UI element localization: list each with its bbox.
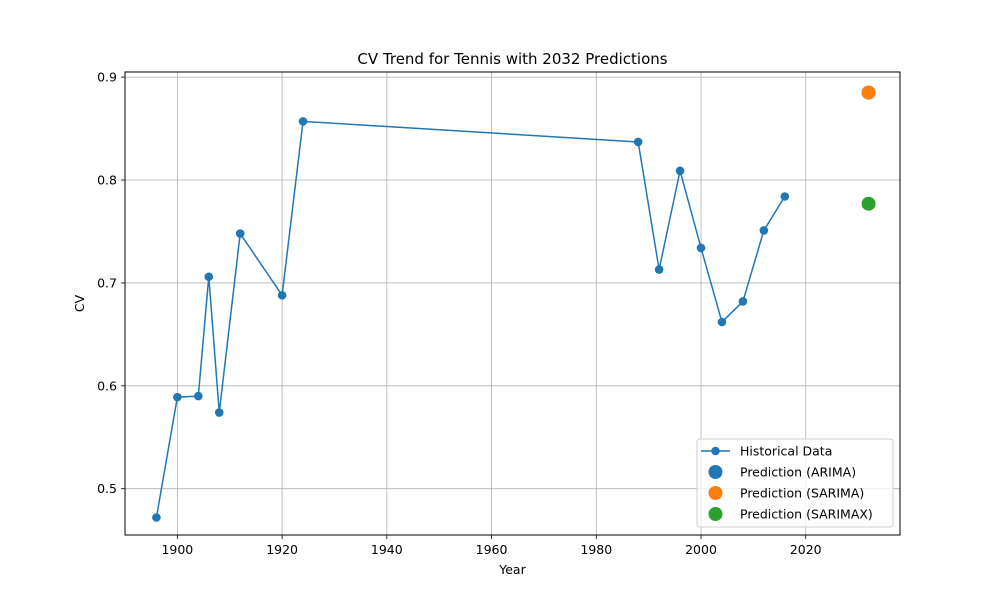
y-tick-label: 0.9 xyxy=(97,70,117,85)
ticks: 1900 1920 1940 1960 1980 2000 2020 0.5 0.6 0.7 0.8… xyxy=(97,70,822,557)
legend-entry-label: Prediction (SARIMA) xyxy=(740,486,864,501)
historical-data-point xyxy=(780,192,790,201)
x-tick-label: 1920 xyxy=(266,542,298,557)
plot-area xyxy=(152,85,876,522)
y-tick-label: 0.5 xyxy=(97,481,117,496)
historical-data-point xyxy=(173,392,182,402)
legend-box xyxy=(696,438,894,528)
grid xyxy=(125,72,900,535)
historical-data-point xyxy=(214,408,224,417)
historical-data-point xyxy=(194,391,203,401)
historical-data-point xyxy=(696,243,706,253)
legend-entry-label: Prediction (SARIMAX) xyxy=(740,507,873,522)
x-tick-label: 1940 xyxy=(371,542,403,557)
x-tick-label: 1900 xyxy=(161,542,193,557)
legend-marker-swatch xyxy=(708,507,723,521)
historical-data-point xyxy=(204,272,214,282)
legend-marker-swatch xyxy=(708,486,723,500)
legend-entry-label: Historical Data xyxy=(740,444,832,459)
historical-data-point xyxy=(675,166,685,176)
x-tick-label: 2000 xyxy=(685,542,717,557)
prediction-point-prediction-sarimax xyxy=(861,196,876,211)
x-tick-label: 1980 xyxy=(580,542,612,557)
historical-data-point xyxy=(235,229,245,238)
historical-data-point xyxy=(654,265,664,274)
x-axis-label: Year xyxy=(498,562,526,577)
chart-title: CV Trend for Tennis with 2032 Prediction… xyxy=(357,50,667,68)
prediction-point-prediction-sarima xyxy=(861,85,876,100)
legend-marker-swatch xyxy=(711,446,720,456)
x-tick-label: 1960 xyxy=(476,542,508,557)
y-tick-label: 0.8 xyxy=(97,173,117,188)
historical-data-point xyxy=(717,317,727,327)
y-axis-label: CV xyxy=(72,294,87,312)
legend: Historical Data Prediction (ARIMA) Predict… xyxy=(696,438,894,528)
historical-data-point xyxy=(759,226,769,235)
historical-data-point xyxy=(152,513,161,522)
legend-entry-label: Prediction (ARIMA) xyxy=(740,465,856,480)
x-tick-label: 2020 xyxy=(790,542,822,557)
axes-frame xyxy=(124,71,901,536)
historical-data-line xyxy=(155,120,786,518)
historical-data-point xyxy=(633,137,643,147)
historical-data-point xyxy=(277,290,287,300)
historical-data-point xyxy=(298,117,308,126)
legend-marker-swatch xyxy=(708,465,723,479)
historical-data-point xyxy=(738,297,748,306)
y-tick-label: 0.7 xyxy=(97,275,117,290)
y-tick-label: 0.6 xyxy=(97,378,117,393)
